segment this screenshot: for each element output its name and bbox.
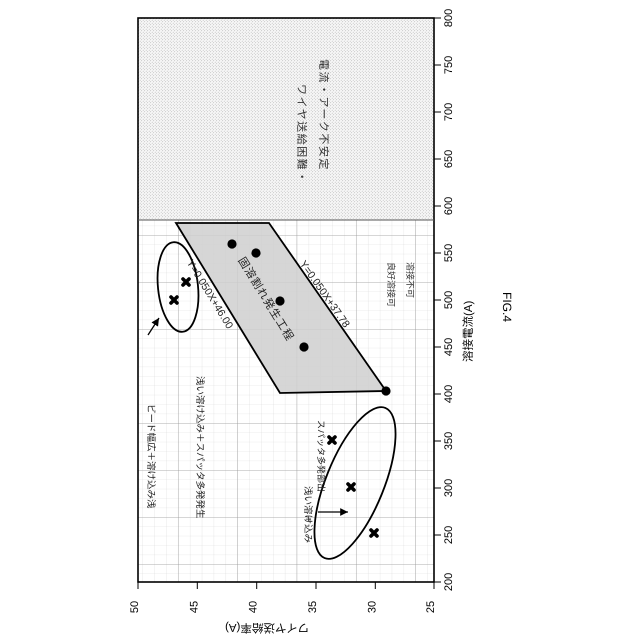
svg-text:浅い溶け込み＋スパッタ多発発生: 浅い溶け込み＋スパッタ多発発生	[194, 376, 206, 519]
svg-text:良好溶接可: 良好溶接可	[386, 262, 396, 307]
svg-text:ビード幅広＋溶け込み浅: ビード幅広＋溶け込み浅	[145, 404, 157, 509]
svg-text:400: 400	[443, 385, 455, 403]
svg-text:550: 550	[443, 244, 455, 262]
svg-text:35: 35	[307, 601, 319, 613]
svg-text:30: 30	[366, 601, 378, 613]
svg-text:50: 50	[129, 601, 141, 613]
svg-text:浅い溶け込み: 浅い溶け込み	[302, 486, 314, 543]
svg-text:ワイヤ送給率(A): ワイヤ送給率(A)	[225, 621, 309, 634]
svg-text:ワイヤ送給困難・: ワイヤ送給困難・	[295, 84, 308, 184]
svg-text:500: 500	[443, 291, 455, 309]
svg-text:350: 350	[443, 432, 455, 450]
svg-text:電流・アーク不安定: 電流・アーク不安定	[317, 59, 330, 171]
svg-text:スパッタ多発部出: スパッタ多発部出	[316, 420, 326, 492]
svg-text:800: 800	[443, 9, 455, 27]
svg-text:700: 700	[443, 103, 455, 121]
svg-text:溶接電流(A): 溶接電流(A)	[462, 301, 475, 362]
svg-text:450: 450	[443, 338, 455, 356]
svg-text:200: 200	[443, 573, 455, 591]
svg-text:25: 25	[425, 601, 437, 613]
svg-text:45: 45	[188, 601, 200, 613]
svg-text:600: 600	[443, 197, 455, 215]
svg-text:FIG.4: FIG.4	[500, 292, 514, 322]
svg-text:+: +	[302, 516, 314, 522]
svg-text:溶接不可: 溶接不可	[405, 262, 415, 298]
svg-text:750: 750	[443, 56, 455, 74]
svg-text:40: 40	[248, 601, 260, 613]
svg-text:250: 250	[443, 526, 455, 544]
svg-text:650: 650	[443, 150, 455, 168]
svg-text:300: 300	[443, 479, 455, 497]
